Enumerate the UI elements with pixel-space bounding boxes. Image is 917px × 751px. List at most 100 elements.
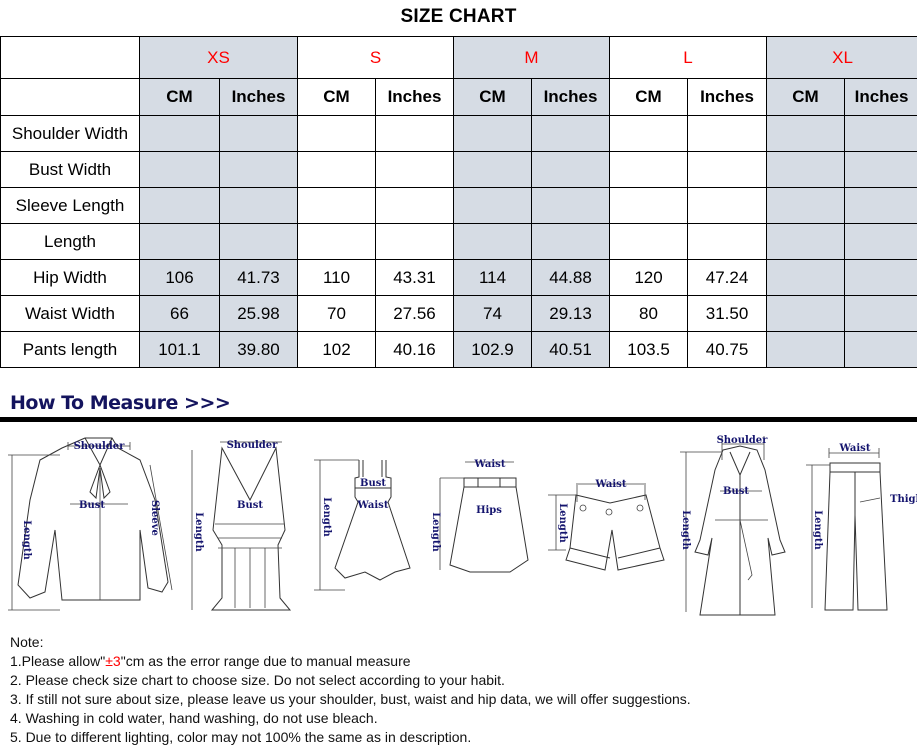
unit-inches: Inches <box>530 78 611 116</box>
table-row: Pants length 101.1 39.80 102 40.16 102.9 40.51… <box>0 331 917 368</box>
size-header-row: XS S M L XL <box>0 36 917 79</box>
row-label: Sleeve Length <box>0 187 140 224</box>
row-label: Shoulder Width <box>0 115 140 152</box>
table-cell <box>844 295 917 332</box>
tank-bust-label: Bust <box>237 500 263 511</box>
table-cell <box>530 115 611 152</box>
size-xl: XL <box>766 36 917 79</box>
table-row: Bust Width <box>0 151 917 188</box>
row-label: Waist Width <box>0 295 140 332</box>
table-row: Waist Width 66 25.98 70 27.56 74 29.13 80 31.50 <box>0 295 917 332</box>
table-cell: 120 <box>609 259 689 296</box>
row-label: Hip Width <box>0 259 140 296</box>
jeans-length-label: Length <box>812 510 823 550</box>
table-cell <box>844 115 917 152</box>
table-cell <box>139 151 220 188</box>
table-cell: 25.98 <box>219 295 298 332</box>
unit-cm: CM <box>139 78 220 116</box>
table-cell <box>297 115 376 152</box>
table-cell <box>453 151 532 188</box>
table-row: Sleeve Length <box>0 187 917 224</box>
blouse-illustration: Shoulder Bust Sleeve Length <box>8 437 173 611</box>
table-cell <box>530 223 611 260</box>
dress-bust-label: Bust <box>360 478 386 489</box>
table-cell: 41.73 <box>219 259 298 296</box>
table-cell <box>609 151 689 188</box>
row-label: Bust Width <box>0 151 140 188</box>
table-cell <box>766 187 846 224</box>
table-cell <box>844 259 917 296</box>
table-cell <box>219 115 298 152</box>
shorts-waist-label: Waist <box>595 479 627 490</box>
table-cell: 66 <box>139 295 220 332</box>
row-label: Pants length <box>0 331 140 368</box>
coat-illustration: Shoulder Bust Length <box>680 435 786 616</box>
unit-header-row: CM Inches CM Inches CM Inches CM Inches … <box>0 78 917 116</box>
jeans-thigh-label: Thigh <box>890 494 917 505</box>
jeans-waist-label: Waist <box>839 443 871 454</box>
unit-cm: CM <box>766 78 846 116</box>
table-cell: 40.16 <box>375 331 454 368</box>
corner-cell <box>0 78 140 116</box>
table-cell: 110 <box>297 259 376 296</box>
table-cell: 47.24 <box>687 259 768 296</box>
note-1-text-end: "cm as the error range due to manual mea… <box>120 653 411 669</box>
notes-heading: Note: <box>10 634 44 650</box>
table-cell <box>766 115 846 152</box>
unit-cm: CM <box>297 78 376 116</box>
dress-waist-label: Waist <box>357 500 389 511</box>
note-2: 2. Please check size chart to choose siz… <box>10 672 505 688</box>
table-cell: 39.80 <box>219 331 298 368</box>
unit-inches: Inches <box>687 78 768 116</box>
tank-shoulder-label: Shoulder <box>227 440 279 451</box>
unit-inches: Inches <box>375 78 454 116</box>
table-cell <box>219 223 298 260</box>
size-l: L <box>609 36 768 79</box>
table-cell: 31.50 <box>687 295 768 332</box>
table-cell: 29.13 <box>530 295 611 332</box>
coat-length-label: Length <box>680 510 691 550</box>
table-cell <box>530 151 611 188</box>
table-cell <box>530 187 611 224</box>
shorts-illustration: Waist Length <box>548 479 665 571</box>
jeans-illustration: Waist Thigh Length <box>806 443 917 611</box>
table-cell: 74 <box>453 295 532 332</box>
corner-cell <box>0 36 140 79</box>
table-cell <box>375 151 454 188</box>
note-1-text: 1.Please allow" <box>10 653 106 669</box>
table-cell: 44.88 <box>530 259 611 296</box>
notes: Note: 1.Please allow"±3"cm as the error … <box>10 633 691 747</box>
table-cell <box>687 151 768 188</box>
table-cell: 27.56 <box>375 295 454 332</box>
table-cell <box>375 223 454 260</box>
blouse-shoulder-label: Shoulder <box>74 441 126 452</box>
skirt-waist-label: Waist <box>474 459 506 470</box>
table-cell <box>139 223 220 260</box>
divider <box>0 417 917 422</box>
table-cell <box>139 187 220 224</box>
blouse-bust-label: Bust <box>79 500 105 511</box>
coat-bust-label: Bust <box>723 486 749 497</box>
unit-inches: Inches <box>844 78 917 116</box>
table-cell: 40.51 <box>530 331 611 368</box>
table-cell: 40.75 <box>687 331 768 368</box>
table-cell <box>687 187 768 224</box>
skirt-length-label: Length <box>430 512 441 552</box>
how-to-measure-heading: How To Measure >>> <box>10 392 231 414</box>
blouse-sleeve-label: Sleeve <box>149 500 160 536</box>
table-cell <box>453 187 532 224</box>
note-1: 1.Please allow"±3"cm as the error range … <box>10 652 691 671</box>
table-cell <box>687 223 768 260</box>
note-5: 5. Due to different lighting, color may … <box>10 729 472 745</box>
coat-shoulder-label: Shoulder <box>717 435 769 446</box>
table-cell: 114 <box>453 259 532 296</box>
dress-length-label: Length <box>321 497 332 537</box>
shorts-length-label: Length <box>557 503 568 543</box>
table-cell <box>453 223 532 260</box>
table-cell: 43.31 <box>375 259 454 296</box>
row-label: Length <box>0 223 140 260</box>
table-cell <box>766 295 846 332</box>
how-to-measure-illustrations: Shoulder Bust Sleeve Length Shoulder Bus… <box>8 435 917 616</box>
size-s: S <box>297 36 454 79</box>
table-cell <box>766 331 846 368</box>
